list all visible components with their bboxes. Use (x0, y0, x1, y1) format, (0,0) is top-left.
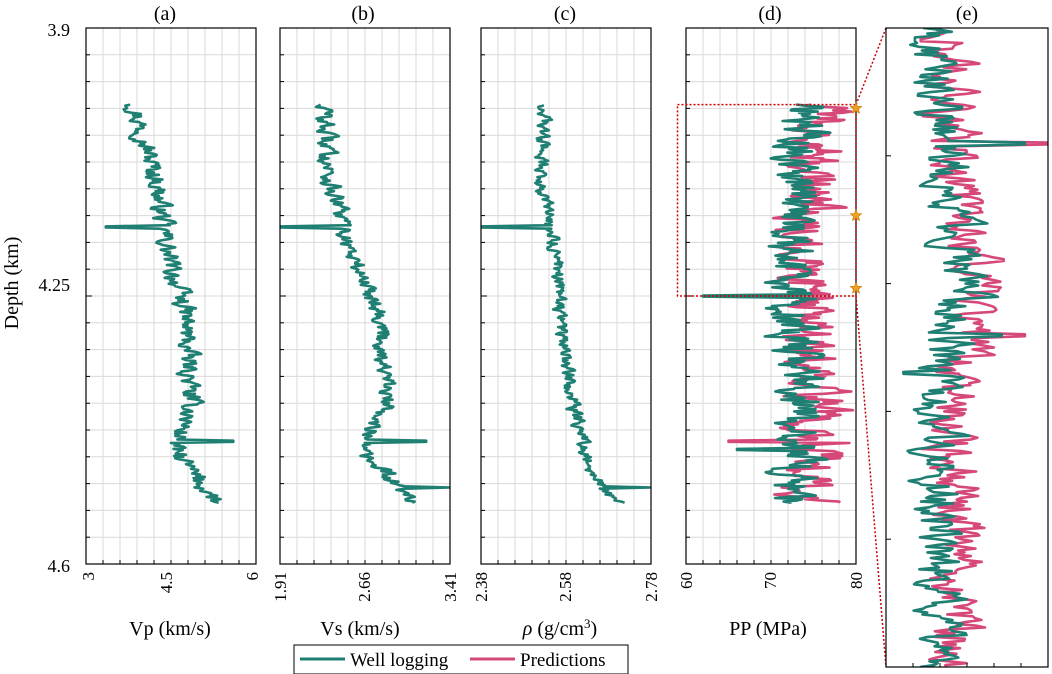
panel-b-grid (280, 28, 450, 564)
panel-e-frame (885, 27, 1049, 668)
panel-b-yticks (279, 27, 451, 565)
panel-d-zoom-window (676, 103, 857, 297)
panel-d-line-well-logging (701, 103, 832, 504)
panel-d-xtick-2: 80 (847, 572, 866, 589)
panel-a-yticks (85, 27, 257, 565)
panel-c-xlabel-unit: (g/cm (532, 618, 584, 640)
panel-e (885, 27, 1049, 668)
panel-c-xtick-0: 2.38 (472, 572, 491, 602)
panel-d (676, 27, 887, 668)
plots-layer (85, 27, 1049, 668)
panel-d-xlabel: PP (MPa) (729, 618, 807, 640)
panel-d-xticks: 60 70 80 (677, 572, 866, 589)
panel-d-star-0 (849, 101, 863, 114)
panel-c-line-well-logging (481, 103, 651, 504)
zoom-connector-top (855, 27, 887, 105)
panel-c-xlabel-exp: 3 (584, 616, 591, 631)
panel-c (480, 27, 652, 565)
panel-b-xtick-2: 3.41 (441, 572, 460, 602)
panel-a-xtick-2: 6 (243, 572, 262, 581)
legend-box (293, 644, 629, 674)
panel-b-xtick-0: 1.91 (271, 572, 290, 602)
panel-c-xlabel-close: ) (591, 618, 598, 640)
legend-pred-label: Predictions (520, 650, 606, 671)
panel-e-line-well-logging (902, 28, 1027, 667)
y-tick-label-bottom: 4.6 (48, 556, 71, 576)
panel-a-xtick-1: 4.5 (157, 572, 176, 593)
panel-a-grid (86, 28, 256, 564)
y-tick-label-top: 3.9 (48, 20, 71, 40)
panel-c-xlabel: ρ (g/cm3) (522, 616, 597, 641)
panel-d-star-1 (849, 208, 863, 222)
panel-e-line-predictions (919, 28, 1048, 667)
panel-a-line-well-logging (104, 103, 235, 504)
panel-a (85, 27, 257, 565)
panel-d-xtick-1: 70 (761, 572, 780, 589)
panel-c-title: (c) (554, 3, 576, 25)
panel-a-xtick-0: 3 (79, 572, 98, 581)
panel-c-xtick-1: 2.58 (556, 572, 575, 602)
panel-e-series (902, 28, 1048, 667)
panel-c-xlabel-rho: ρ (522, 618, 533, 640)
y-tick-label-mid: 4.25 (39, 275, 71, 295)
legend: Well logging Predictions (293, 644, 629, 674)
panel-a-xticks: 3 4.5 6 (79, 572, 262, 593)
panel-d-title: (d) (758, 3, 781, 25)
panel-b-line-well-logging (280, 103, 450, 504)
panel-d-series (701, 103, 855, 504)
panel-e-title: (e) (956, 3, 978, 25)
y-axis-label: Depth (km) (1, 237, 23, 330)
panel-b-xticks: 1.91 2.66 3.41 (271, 572, 460, 602)
panel-a-xlabel: Vp (km/s) (129, 618, 211, 640)
panel-d-yticks (685, 27, 857, 565)
panel-a-title: (a) (154, 3, 176, 25)
zoom-connector-bottom (855, 295, 887, 668)
panel-a-series (104, 103, 235, 504)
panel-b-title: (b) (351, 3, 374, 25)
panel-c-series (481, 103, 651, 504)
panel-d-star-2 (849, 281, 863, 294)
panel-c-xtick-2: 2.78 (642, 572, 661, 602)
panel-d-xtick-0: 60 (677, 572, 696, 589)
panel-c-xticks: 2.38 2.58 2.78 (472, 572, 661, 602)
panel-c-grid (481, 28, 651, 564)
panel-b-series (280, 103, 450, 504)
panel-b-xtick-1: 2.66 (355, 572, 374, 602)
panel-b-xlabel: Vs (km/s) (320, 618, 399, 640)
panel-b (279, 27, 451, 565)
panel-c-yticks (480, 27, 652, 565)
legend-well-label: Well logging (350, 650, 449, 671)
panel-e-yticks (886, 155, 1022, 667)
